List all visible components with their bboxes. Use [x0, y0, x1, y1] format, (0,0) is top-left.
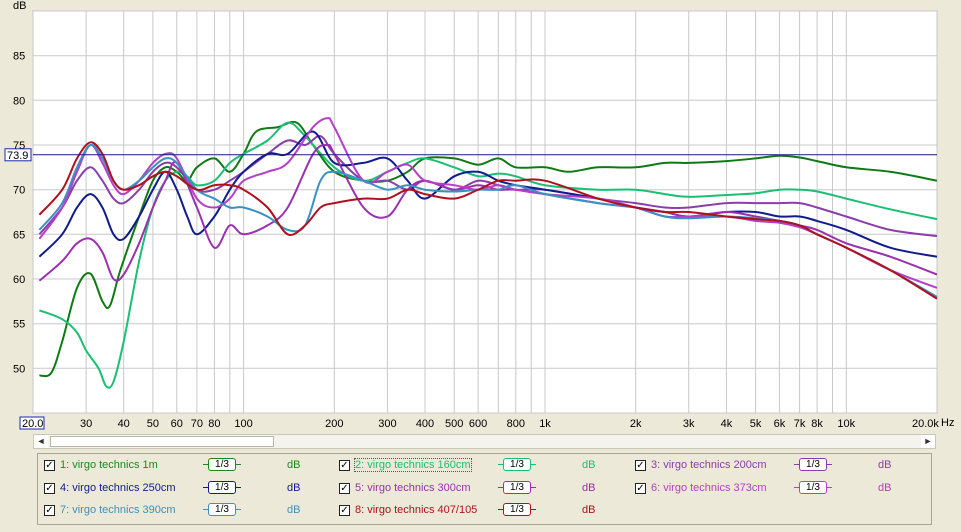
- smoothing-button[interactable]: 1/3: [203, 503, 241, 516]
- x-tick-label: 2k: [630, 418, 642, 430]
- legend-unit-label: dB: [878, 459, 892, 471]
- legend-series-label: 1: virgo technics 1m: [60, 459, 158, 471]
- x-start-label[interactable]: 20.0: [22, 418, 43, 430]
- x-axis-unit: Hz: [941, 417, 954, 429]
- y-tick-label: 80: [13, 95, 25, 107]
- y-tick-label: 55: [13, 319, 25, 331]
- x-tick-label: 100: [234, 418, 252, 430]
- x-tick-label: 10k: [837, 418, 855, 430]
- horizontal-scrollbar[interactable]: ◄ ►: [33, 434, 936, 449]
- x-tick-label: 40: [118, 418, 130, 430]
- legend-panel: ✓ 1: virgo technics 1m 1/3 dB ✓ 2: virgo tech…: [37, 453, 932, 525]
- x-tick-label: 800: [507, 418, 525, 430]
- smoothing-button[interactable]: 1/3: [498, 481, 536, 494]
- legend-item[interactable]: ✓ 6: virgo technics 373cm: [635, 478, 767, 498]
- legend-series-label: 6: virgo technics 373cm: [651, 482, 767, 494]
- smoothing-button[interactable]: 1/3: [794, 481, 832, 494]
- legend-series-label: 3: virgo technics 200cm: [651, 459, 767, 471]
- x-tick-label: 500: [445, 418, 463, 430]
- smoothing-button[interactable]: 1/3: [203, 458, 241, 471]
- legend-unit-label: dB: [878, 482, 892, 494]
- x-tick-label: 400: [416, 418, 434, 430]
- y-axis-unit: dB: [13, 0, 26, 12]
- level-cursor[interactable]: 73.9: [4, 148, 937, 162]
- series-line: [38, 130, 938, 258]
- x-tick-label: 1k: [539, 418, 551, 430]
- x-tick-label: 70: [191, 418, 203, 430]
- smoothing-button[interactable]: 1/3: [498, 503, 536, 516]
- legend-item[interactable]: ✓ 7: virgo technics 390cm: [44, 500, 176, 520]
- legend-unit-label: dB: [582, 482, 596, 494]
- y-tick-label: 50: [13, 363, 25, 375]
- legend-item[interactable]: ✓ 8: virgo technics 407/105: [339, 500, 477, 520]
- legend-series-label: 2: virgo technics 160cm: [354, 458, 472, 472]
- x-tick-label: 50: [147, 418, 159, 430]
- legend-series-label: 4: virgo technics 250cm: [60, 482, 176, 494]
- scroll-left-arrow-icon[interactable]: ◄: [34, 435, 48, 448]
- legend-item[interactable]: ✓ 1: virgo technics 1m: [44, 455, 158, 475]
- legend-checkbox[interactable]: ✓: [339, 459, 350, 471]
- legend-checkbox[interactable]: ✓: [339, 482, 350, 494]
- legend-unit-label: dB: [287, 504, 301, 516]
- legend-unit-label: dB: [287, 482, 301, 494]
- legend-unit-label: dB: [582, 504, 596, 516]
- legend-item[interactable]: ✓ 3: virgo technics 200cm: [635, 455, 767, 475]
- smoothing-button[interactable]: 1/3: [203, 481, 241, 494]
- x-axis-ticks: 30 40 50 60 70 80 100 200 300 400 500 600 800 1k 2k 3k 4…: [80, 418, 856, 430]
- y-tick-label: 60: [13, 274, 25, 286]
- cursor-value-box[interactable]: [4, 148, 32, 162]
- x-end-label: 20.0k: [912, 418, 939, 430]
- y-tick-label: 70: [13, 185, 25, 197]
- series-line: [39, 120, 938, 378]
- y-tick-label: 65: [13, 229, 25, 241]
- legend-unit-label: dB: [582, 459, 596, 471]
- cursor-value-label: 73.9: [7, 150, 28, 162]
- legend-checkbox[interactable]: ✓: [44, 459, 55, 471]
- x-tick-label: 30: [80, 418, 92, 430]
- x-tick-label: 8k: [811, 418, 823, 430]
- x-tick-label: 200: [325, 418, 343, 430]
- legend-item[interactable]: ✓ 5: virgo technics 300cm: [339, 478, 471, 498]
- legend-checkbox[interactable]: ✓: [635, 459, 646, 471]
- legend-checkbox[interactable]: ✓: [635, 482, 646, 494]
- y-tick-label: 85: [13, 51, 25, 63]
- legend-series-label: 5: virgo technics 300cm: [355, 482, 471, 494]
- x-tick-label: 6k: [774, 418, 786, 430]
- series-line: [38, 143, 938, 282]
- x-tick-label: 7k: [794, 418, 806, 430]
- x-tick-label: 4k: [721, 418, 733, 430]
- legend-series-label: 8: virgo technics 407/105: [355, 504, 478, 516]
- x-tick-label: 5k: [750, 418, 762, 430]
- x-start-box[interactable]: [19, 416, 45, 430]
- series-group: [38, 117, 938, 389]
- series-line: [38, 141, 938, 300]
- x-tick-label: 3k: [683, 418, 695, 430]
- scroll-right-arrow-icon[interactable]: ►: [921, 435, 935, 448]
- grid: [32, 10, 938, 414]
- legend-checkbox[interactable]: ✓: [44, 504, 55, 516]
- smoothing-button[interactable]: 1/3: [498, 458, 536, 471]
- legend-checkbox[interactable]: ✓: [44, 482, 55, 494]
- legend-item[interactable]: ✓ 4: virgo technics 250cm: [44, 478, 176, 498]
- legend-unit-label: dB: [287, 459, 301, 471]
- legend-item[interactable]: ✓ 2: virgo technics 160cm: [339, 455, 472, 475]
- scroll-thumb[interactable]: [50, 436, 274, 447]
- plot-area[interactable]: [32, 10, 938, 414]
- smoothing-button[interactable]: 1/3: [794, 458, 832, 471]
- x-tick-label: 60: [171, 418, 183, 430]
- x-tick-label: 600: [469, 418, 487, 430]
- x-tick-label: 300: [378, 418, 396, 430]
- legend-checkbox[interactable]: ✓: [339, 504, 350, 516]
- x-tick-label: 80: [208, 418, 220, 430]
- legend-series-label: 7: virgo technics 390cm: [60, 504, 176, 516]
